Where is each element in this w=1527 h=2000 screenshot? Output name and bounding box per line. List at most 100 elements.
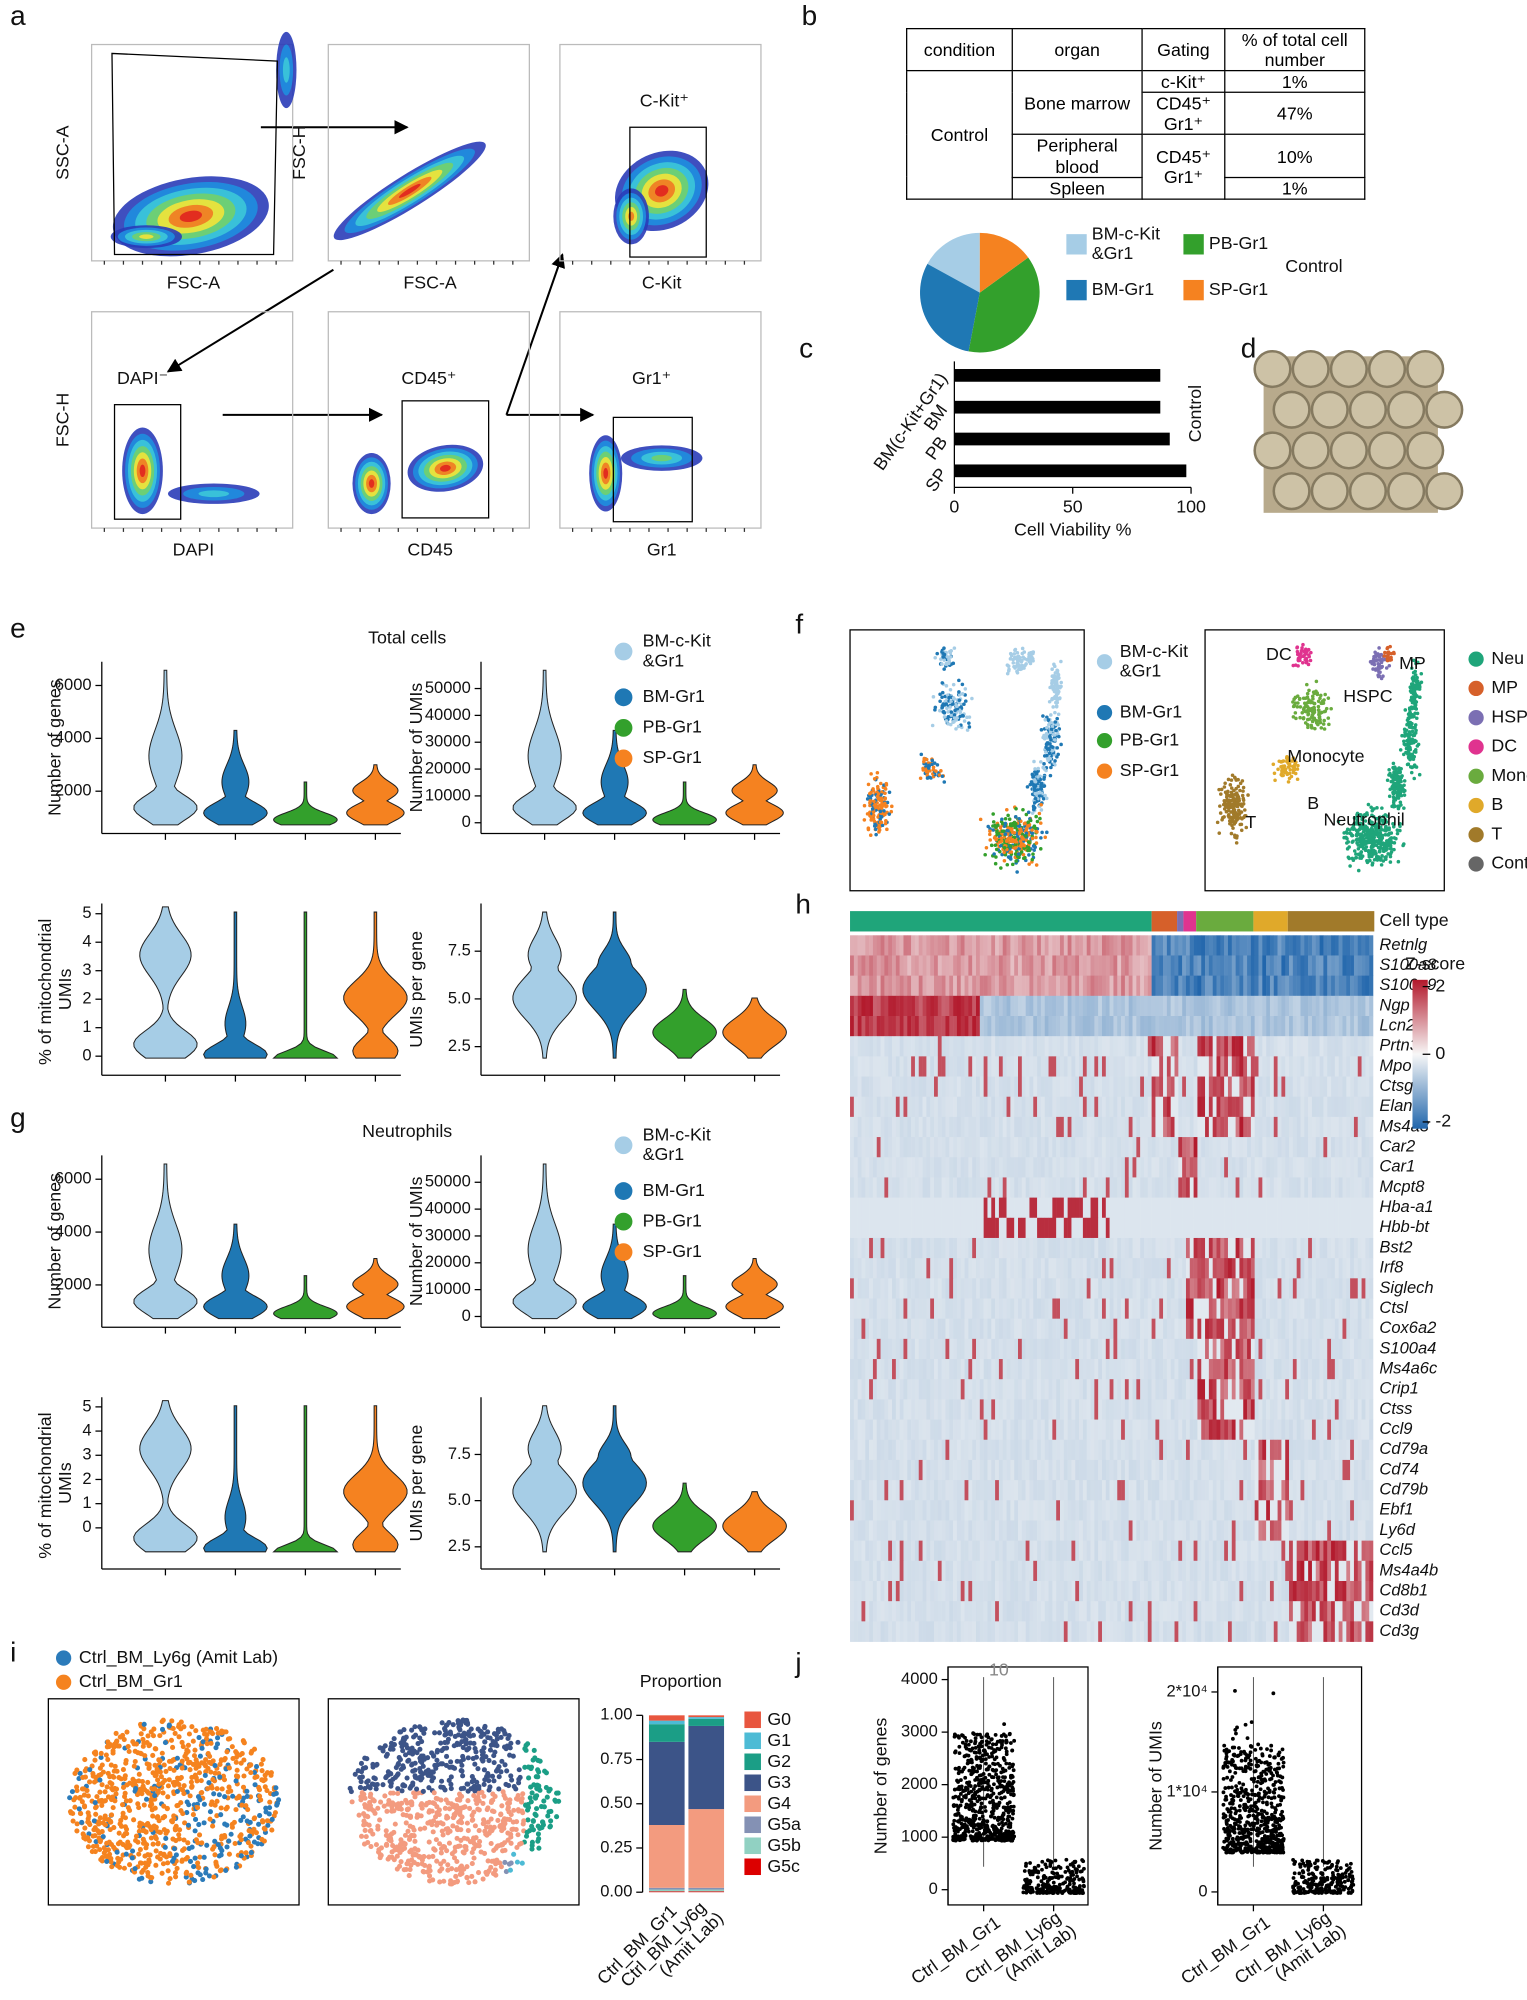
heatmap-cell — [1091, 996, 1095, 1017]
heatmap-cell — [1110, 1036, 1114, 1057]
heatmap-cell — [1163, 1218, 1167, 1239]
umap-point — [1307, 689, 1311, 693]
heatmap-cell — [903, 1097, 907, 1118]
density-contour — [652, 455, 672, 461]
heatmap-cell — [1049, 1097, 1053, 1118]
umap-point — [1230, 832, 1234, 836]
heatmap-cell — [1289, 1077, 1293, 1098]
heatmap-cell — [968, 1218, 972, 1239]
heatmap-cell — [1079, 976, 1083, 997]
heatmap-cell — [1171, 996, 1175, 1017]
heatmap-cell — [907, 1056, 911, 1077]
heatmap-cell — [1041, 1036, 1045, 1057]
heatmap-cell — [1213, 1056, 1217, 1077]
heatmap-cell — [1155, 1137, 1159, 1158]
heatmap-cell — [1201, 1036, 1205, 1057]
violin — [274, 912, 338, 1058]
umap-point — [1039, 821, 1043, 825]
legend-dot — [1468, 739, 1483, 754]
heatmap-cell — [1064, 1097, 1068, 1118]
heatmap-cell — [942, 976, 946, 997]
heatmap-cell — [938, 1097, 942, 1118]
heatmap-cell — [1327, 1157, 1331, 1178]
heatmap-cell — [968, 1258, 972, 1279]
umap-point — [1053, 676, 1057, 680]
umap-point — [1291, 664, 1295, 668]
heatmap-cell — [884, 1198, 888, 1219]
heatmap-cell — [1369, 1177, 1373, 1198]
heatmap-cell — [1205, 1198, 1209, 1219]
heatmap-cell — [1079, 1056, 1083, 1077]
umap-point — [1401, 787, 1405, 791]
heatmap-cell — [1049, 1218, 1053, 1239]
heatmap-cell — [1251, 1198, 1255, 1219]
umap-point — [1410, 714, 1414, 718]
heatmap-cell — [1148, 1077, 1152, 1098]
heatmap-cell — [1232, 1177, 1236, 1198]
heatmap-cell — [1278, 1056, 1282, 1077]
heatmap-cell — [919, 1157, 923, 1178]
heatmap-cell — [1354, 1198, 1358, 1219]
heatmap-cell — [1018, 996, 1022, 1017]
heatmap-cell — [903, 1258, 907, 1279]
heatmap-cell — [1121, 1137, 1125, 1158]
heatmap-cell — [1365, 1036, 1369, 1057]
heatmap-cell — [965, 1056, 969, 1077]
heatmap-cell — [911, 996, 915, 1017]
heatmap-cell — [1247, 1036, 1251, 1057]
violin — [274, 1276, 338, 1319]
heatmap-cell — [1255, 1097, 1259, 1118]
x-axis-label: Gr1 — [647, 540, 677, 560]
heatmap-cell — [1056, 1198, 1060, 1219]
umap-point — [888, 791, 892, 795]
heatmap-cell — [1358, 1077, 1362, 1098]
heatmap-cell — [1285, 1056, 1289, 1077]
heatmap-cell — [1064, 1157, 1068, 1178]
heatmap-cell — [1136, 935, 1140, 956]
heatmap-cell — [1247, 1016, 1251, 1037]
heatmap-cell — [869, 935, 873, 956]
heatmap-cell — [1045, 996, 1049, 1017]
heatmap-cell — [957, 996, 961, 1017]
umap-point — [1034, 815, 1038, 819]
heatmap-cell — [1152, 1016, 1156, 1037]
heatmap-cell — [1064, 1016, 1068, 1037]
heatmap-cell — [1270, 1077, 1274, 1098]
umap-point — [1042, 797, 1046, 801]
umap-point — [1327, 696, 1331, 700]
heatmap-cell — [1339, 996, 1343, 1017]
heatmap-cell — [1049, 1177, 1053, 1198]
umap-point — [1048, 686, 1052, 690]
heatmap-cell — [873, 1056, 877, 1077]
heatmap-cell — [1079, 1016, 1083, 1037]
cell-type-bar — [1152, 911, 1177, 931]
heatmap-cell — [1285, 935, 1289, 956]
gene-label: Ctsg — [1379, 1076, 1414, 1095]
heatmap-cell — [1297, 1036, 1301, 1057]
heatmap-cell — [1281, 1218, 1285, 1239]
heatmap-cell — [854, 935, 858, 956]
heatmap-cell — [1232, 955, 1236, 976]
heatmap-cell — [1068, 955, 1072, 976]
heatmap-cell — [1007, 1016, 1011, 1037]
heatmap-cell — [1312, 1137, 1316, 1158]
heatmap-cell — [896, 935, 900, 956]
heatmap-cell — [1102, 1218, 1106, 1239]
legend-label: HSPC — [1491, 706, 1527, 726]
heatmap-cell — [881, 996, 885, 1017]
heatmap-cell — [1052, 976, 1056, 997]
heatmap-cell — [923, 1157, 927, 1178]
violin — [513, 670, 576, 825]
heatmap-cell — [1014, 996, 1018, 1017]
heatmap-cell — [1045, 1258, 1049, 1279]
heatmap-cell — [1029, 1238, 1033, 1259]
heatmap-cell — [949, 1117, 953, 1138]
heatmap-cell — [1087, 1016, 1091, 1037]
heatmap-cell — [911, 1198, 915, 1219]
heatmap-cell — [1079, 1157, 1083, 1178]
violin — [274, 782, 338, 825]
heatmap-cell — [1163, 935, 1167, 956]
heatmap-cell — [1175, 1177, 1179, 1198]
heatmap-cell — [1266, 1056, 1270, 1077]
heatmap-cell — [884, 1016, 888, 1037]
